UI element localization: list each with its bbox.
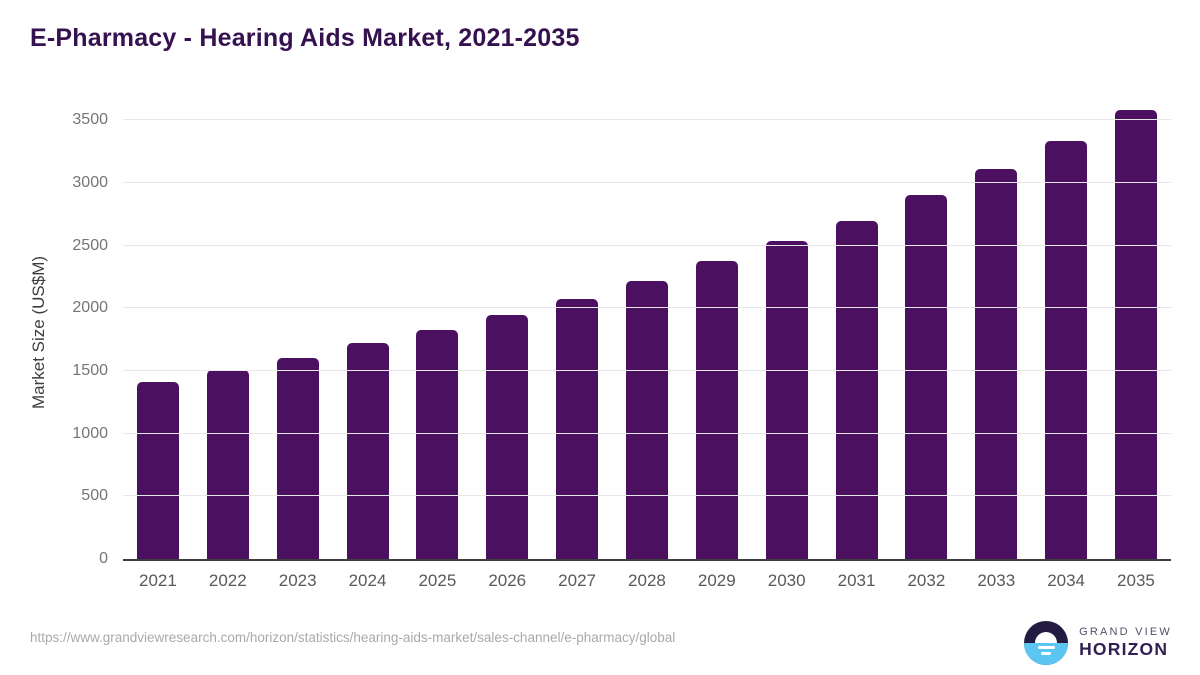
y-tick-label: 3500 xyxy=(72,111,108,129)
x-tick-label: 2034 xyxy=(1047,571,1086,590)
y-tick-label: 2000 xyxy=(72,299,108,317)
y-tick-label: 3000 xyxy=(72,173,108,191)
y-tick-label: 1500 xyxy=(72,361,108,379)
bar-slot xyxy=(822,105,892,559)
x-tick-label: 2025 xyxy=(418,571,457,590)
bar-slot xyxy=(961,105,1031,559)
y-tick-label: 1000 xyxy=(72,424,108,442)
bar-slot xyxy=(333,105,403,559)
gridline xyxy=(123,119,1171,121)
horizon-sunset-logo-icon xyxy=(1024,621,1069,665)
bar-2022 xyxy=(206,369,249,559)
x-tick-label: 2032 xyxy=(907,571,946,590)
x-tick-label: 2035 xyxy=(1117,571,1155,590)
bar-slot xyxy=(123,105,193,559)
brand-name-bottom: HORIZON xyxy=(1079,639,1169,659)
bar-2028 xyxy=(625,280,668,559)
y-tick-label: 2500 xyxy=(72,236,108,254)
bar-slot xyxy=(542,105,612,559)
brand-logo: GRAND VIEW HORIZON xyxy=(1024,621,1172,665)
brand-wordmark: GRAND VIEW HORIZON xyxy=(1079,626,1172,660)
gridline xyxy=(123,244,1171,246)
y-tick-label: 500 xyxy=(81,487,108,505)
y-axis-title: Market Size (US$M) xyxy=(29,255,48,409)
bar-slot xyxy=(402,105,472,559)
bars-row xyxy=(123,105,1171,559)
x-tick-label: 2024 xyxy=(348,571,387,590)
bar-2026 xyxy=(486,315,529,559)
gridline xyxy=(123,307,1171,309)
bar-slot xyxy=(472,105,542,559)
bar-slot xyxy=(752,105,822,559)
bar-2033 xyxy=(975,169,1018,559)
bar-2023 xyxy=(276,358,319,559)
x-tick-label: 2027 xyxy=(558,571,596,590)
bar-2034 xyxy=(1045,140,1088,559)
bar-slot xyxy=(263,105,333,559)
gridline xyxy=(123,495,1171,497)
bar-slot xyxy=(612,105,682,559)
logo-reflection-line xyxy=(1037,646,1055,649)
footer: https://www.grandviewresearch.com/horizo… xyxy=(0,615,1200,675)
bar-2029 xyxy=(695,261,738,559)
x-tick-label: 2021 xyxy=(139,571,177,590)
x-tick-label: 2033 xyxy=(977,571,1016,590)
plot-area: 2021 2022 2023 2024 2025 2026 2027 2028 2029 2030… xyxy=(72,105,1171,590)
bar-slot xyxy=(193,105,263,559)
gridline xyxy=(123,369,1171,371)
x-tick-label: 2031 xyxy=(837,571,876,590)
bar-2031 xyxy=(835,220,878,559)
x-tick-label: 2030 xyxy=(767,571,806,590)
x-axis-labels: 2021 2022 2023 2024 2025 2026 2027 2028 2029 2030… xyxy=(123,571,1171,591)
brand-name-top: GRAND VIEW xyxy=(1079,626,1172,638)
gridline xyxy=(123,181,1171,183)
y-tick-label: 0 xyxy=(99,550,108,567)
chart-title: E-Pharmacy - Hearing Aids Market, 2021-2… xyxy=(30,24,580,52)
bar-2027 xyxy=(556,298,599,559)
x-tick-label: 2022 xyxy=(208,571,247,590)
bar-slot xyxy=(1031,105,1101,559)
x-tick-label: 2023 xyxy=(278,571,317,590)
source-url: https://www.grandviewresearch.com/horizo… xyxy=(30,630,676,645)
bar-2032 xyxy=(905,195,948,559)
x-tick-label: 2028 xyxy=(628,571,666,590)
logo-reflection-line xyxy=(1041,652,1052,655)
bar-slot xyxy=(1101,105,1171,559)
bar-2025 xyxy=(416,329,459,559)
x-tick-label: 2029 xyxy=(697,571,736,590)
bar-2035 xyxy=(1114,110,1157,559)
x-tick-label: 2026 xyxy=(488,571,527,590)
gridline xyxy=(123,432,1171,434)
bar-slot xyxy=(682,105,752,559)
bar-2030 xyxy=(765,241,808,559)
bar-2024 xyxy=(346,343,389,559)
bar-slot xyxy=(891,105,961,559)
bar-2021 xyxy=(136,381,179,559)
